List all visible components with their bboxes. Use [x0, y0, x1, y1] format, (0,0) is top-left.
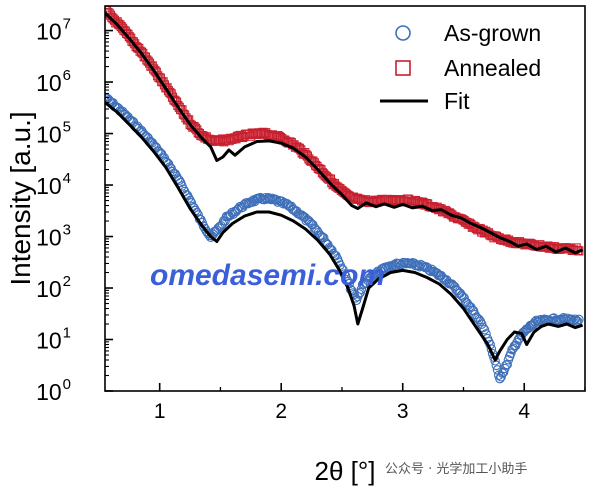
data-point	[570, 314, 581, 324]
legend-label: As-grown	[444, 20, 541, 46]
data-point	[501, 360, 511, 370]
y-tick-base: 10	[36, 379, 62, 405]
legend-marker-circle	[395, 25, 411, 41]
x-axis-label: 2θ [°]	[315, 456, 376, 486]
x-tick-label: 3	[397, 400, 409, 423]
series-layer	[105, 6, 584, 384]
y-tick-base: 10	[36, 276, 62, 302]
legend-marker-square	[395, 60, 411, 76]
y-tick-exponent: 4	[63, 170, 71, 187]
data-point	[474, 314, 484, 325]
data-point	[506, 348, 516, 359]
data-point	[497, 368, 508, 378]
series-line	[105, 11, 584, 255]
series-line	[105, 101, 584, 362]
watermark-text: omedasemi.com	[150, 259, 385, 292]
data-point	[478, 322, 488, 333]
y-tick-exponent: 0	[63, 376, 71, 393]
data-point	[370, 269, 380, 280]
data-point	[491, 360, 502, 371]
y-tick-exponent: 7	[63, 16, 71, 33]
data-point	[574, 314, 584, 325]
data-point	[459, 293, 469, 303]
y-tick-exponent: 1	[63, 325, 71, 342]
x-tick-label: 1	[154, 400, 166, 423]
y-tick-base: 10	[36, 328, 62, 354]
y-tick-label: 107	[36, 16, 71, 45]
y-tick-label: 101	[36, 325, 71, 354]
y-tick-base: 10	[36, 19, 62, 45]
x-axis: 1 2 3 4	[154, 383, 586, 423]
legend-label: Annealed	[444, 55, 541, 81]
y-tick-base: 10	[36, 122, 62, 148]
data-point	[456, 290, 467, 300]
x-tick-label: 4	[518, 400, 530, 423]
y-axis-label: Intensity [a.u.]	[5, 111, 36, 285]
series-3	[105, 101, 584, 362]
footer-credit: 公众号 · 光学加工小助手	[385, 462, 528, 477]
legend: As-grown Annealed Fit	[380, 20, 541, 114]
data-point	[318, 232, 329, 243]
y-tick-label: 102	[36, 273, 71, 302]
y-tick-exponent: 2	[63, 273, 71, 290]
y-tick-label: 106	[36, 67, 71, 96]
y-tick-base: 10	[36, 225, 62, 251]
y-tick-label: 105	[36, 119, 71, 148]
data-point	[496, 372, 506, 382]
series-2	[105, 11, 584, 255]
legend-label: Fit	[444, 88, 470, 114]
y-tick-exponent: 6	[63, 67, 71, 84]
y-tick-label: 103	[36, 222, 71, 251]
y-tick-base: 10	[36, 70, 62, 96]
x-tick-label: 2	[275, 400, 287, 423]
data-point	[200, 224, 210, 234]
y-tick-label: 104	[36, 170, 71, 199]
y-tick-label: 100	[36, 376, 71, 405]
data-point	[198, 221, 209, 232]
plot-frame	[104, 5, 586, 392]
data-point	[479, 324, 490, 335]
y-tick-exponent: 3	[63, 222, 71, 239]
y-tick-exponent: 5	[63, 119, 71, 136]
data-point	[513, 335, 523, 345]
y-tick-base: 10	[36, 173, 62, 199]
data-point	[354, 289, 364, 299]
